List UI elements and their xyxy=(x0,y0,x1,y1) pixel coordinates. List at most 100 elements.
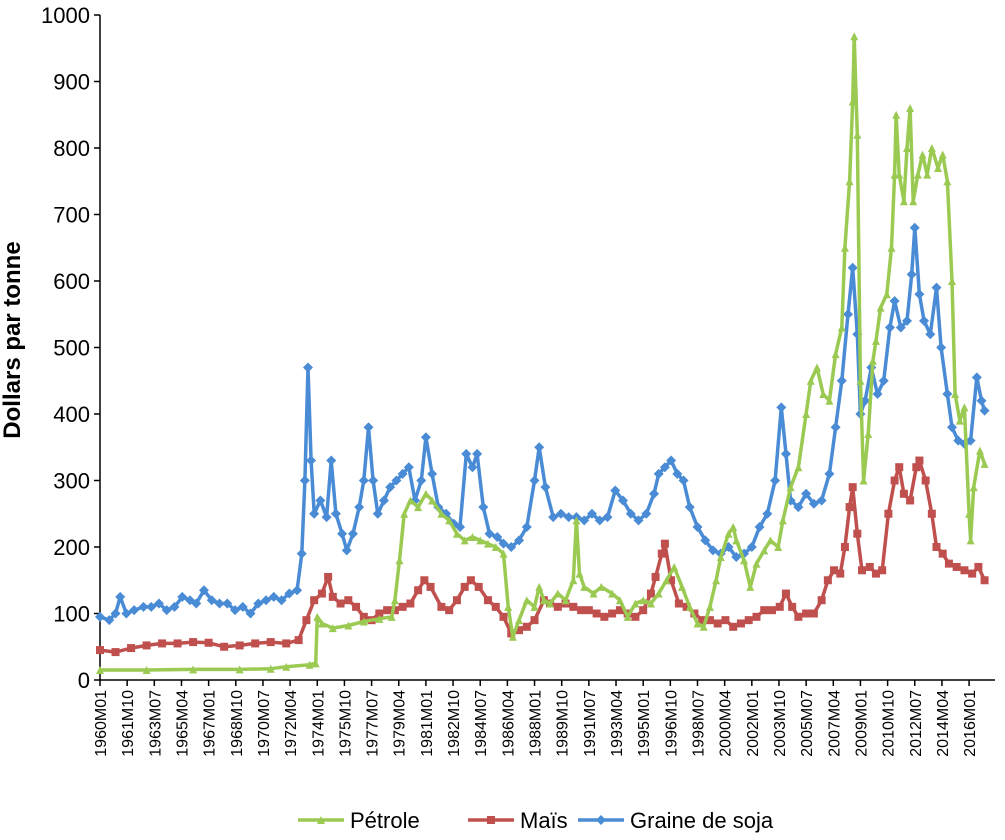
data-point xyxy=(397,468,408,479)
data-point xyxy=(615,606,624,615)
data-point xyxy=(534,442,545,453)
data-point xyxy=(326,455,337,466)
data-point xyxy=(575,569,584,578)
data-point xyxy=(649,488,660,499)
x-tick-label: 1989M10 xyxy=(555,690,572,757)
data-point xyxy=(899,197,908,206)
data-point xyxy=(892,110,901,119)
data-point xyxy=(685,602,694,611)
data-point xyxy=(947,422,958,433)
data-point xyxy=(754,522,765,533)
data-point xyxy=(856,376,865,385)
data-point xyxy=(646,589,655,598)
data-point xyxy=(732,536,741,545)
data-point xyxy=(960,566,969,575)
x-tick-label: 2005M07 xyxy=(799,690,816,757)
data-point xyxy=(214,598,225,609)
x-tick-label: 1993M04 xyxy=(609,690,626,757)
data-point xyxy=(313,612,322,621)
data-point xyxy=(868,356,877,365)
data-point xyxy=(515,626,524,635)
data-point xyxy=(625,508,636,519)
data-point xyxy=(478,502,489,513)
data-point xyxy=(623,612,632,621)
data-point xyxy=(969,483,978,492)
data-point xyxy=(474,582,483,591)
data-point xyxy=(955,416,964,425)
data-point xyxy=(530,616,539,625)
data-point xyxy=(584,606,593,615)
y-tick-label: 600 xyxy=(53,269,90,294)
x-tick-label: 1961M10 xyxy=(120,690,137,757)
y-tick-label: 700 xyxy=(53,203,90,228)
data-point xyxy=(915,456,924,465)
data-point xyxy=(330,508,341,519)
data-point xyxy=(437,602,446,611)
data-point xyxy=(515,616,524,625)
data-point xyxy=(400,509,409,518)
data-point xyxy=(406,599,415,608)
data-point xyxy=(251,639,260,648)
data-point xyxy=(153,598,164,609)
data-point xyxy=(906,269,917,280)
data-point xyxy=(677,582,686,591)
data-point xyxy=(705,602,714,611)
data-point xyxy=(966,536,975,545)
data-point xyxy=(282,639,291,648)
data-point xyxy=(927,144,936,152)
data-point xyxy=(445,606,454,615)
data-point xyxy=(235,665,244,674)
x-tick-label: 2007M04 xyxy=(826,690,843,757)
data-point xyxy=(895,463,904,472)
data-point xyxy=(943,177,952,186)
data-point xyxy=(427,468,438,479)
data-point xyxy=(600,612,609,621)
data-point xyxy=(206,595,217,606)
x-tick-label: 2010M10 xyxy=(881,690,898,757)
data-point xyxy=(906,496,915,505)
data-point xyxy=(631,612,640,621)
data-point xyxy=(618,495,629,506)
legend-marker xyxy=(596,815,606,825)
data-point xyxy=(521,522,532,533)
data-point xyxy=(395,556,404,565)
data-point xyxy=(965,509,974,518)
data-point xyxy=(778,516,787,525)
data-point xyxy=(580,582,589,591)
data-point xyxy=(169,601,180,612)
data-point xyxy=(492,532,503,543)
data-point xyxy=(253,598,264,609)
data-point xyxy=(359,617,368,626)
data-point xyxy=(445,516,454,525)
data-point xyxy=(375,614,384,623)
data-point xyxy=(776,402,787,413)
series-2 xyxy=(95,222,990,626)
data-point xyxy=(398,602,407,611)
data-point xyxy=(806,376,815,385)
data-point xyxy=(931,282,942,293)
data-point xyxy=(428,496,437,505)
data-point xyxy=(847,262,858,273)
data-point xyxy=(884,509,893,518)
data-point xyxy=(189,665,198,674)
data-point xyxy=(705,616,714,625)
data-point xyxy=(189,638,198,647)
data-point xyxy=(406,496,415,505)
data-point xyxy=(801,488,812,499)
data-point xyxy=(344,596,353,605)
data-point xyxy=(317,589,326,598)
data-point xyxy=(770,475,781,486)
data-point xyxy=(752,559,761,568)
x-tick-label: 1984M07 xyxy=(473,690,490,757)
x-tick-label: 2009M01 xyxy=(853,690,870,757)
data-point xyxy=(385,482,396,493)
x-tick-label: 1986M04 xyxy=(500,690,517,757)
data-point xyxy=(266,638,275,647)
legend: Pétrole Maïs Graine de soja xyxy=(298,808,774,833)
data-point xyxy=(390,596,399,605)
data-point xyxy=(654,589,663,598)
data-point xyxy=(535,582,544,591)
data-point xyxy=(294,636,303,645)
x-tick-label: 1968M10 xyxy=(229,690,246,757)
